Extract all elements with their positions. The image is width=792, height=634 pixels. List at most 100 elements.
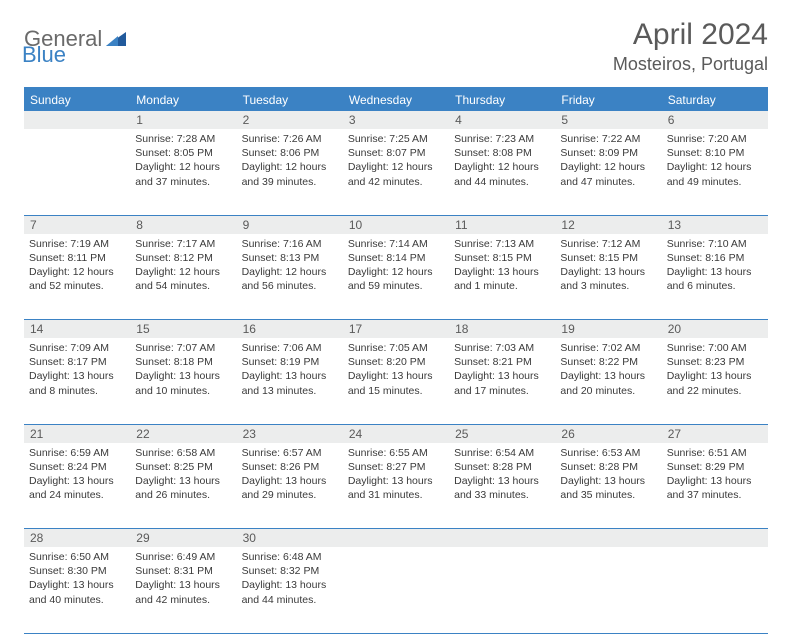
day-number-cell: [449, 529, 555, 548]
day-header: Saturday: [662, 88, 768, 111]
day-header: Sunday: [24, 88, 130, 111]
calendar-table: SundayMondayTuesdayWednesdayThursdayFrid…: [24, 87, 768, 634]
day-number-cell: 7: [24, 215, 130, 234]
day-header: Tuesday: [237, 88, 343, 111]
sunset-line: Sunset: 8:29 PM: [667, 460, 763, 474]
sunrise-line: Sunrise: 7:02 AM: [560, 341, 656, 355]
sunset-line: Sunset: 8:16 PM: [667, 251, 763, 265]
day-content-cell: Sunrise: 7:03 AMSunset: 8:21 PMDaylight:…: [449, 338, 555, 424]
daylight-line: Daylight: 13 hours and 29 minutes.: [242, 474, 338, 502]
day-content-row: Sunrise: 7:19 AMSunset: 8:11 PMDaylight:…: [24, 234, 768, 320]
day-number-cell: 5: [555, 111, 661, 129]
daylight-line: Daylight: 13 hours and 20 minutes.: [560, 369, 656, 397]
day-content-cell: Sunrise: 7:00 AMSunset: 8:23 PMDaylight:…: [662, 338, 768, 424]
day-number-cell: 18: [449, 320, 555, 339]
daylight-line: Daylight: 13 hours and 24 minutes.: [29, 474, 125, 502]
daylight-line: Daylight: 12 hours and 59 minutes.: [348, 265, 444, 293]
day-content-cell: Sunrise: 7:26 AMSunset: 8:06 PMDaylight:…: [237, 129, 343, 215]
day-content-cell: Sunrise: 7:12 AMSunset: 8:15 PMDaylight:…: [555, 234, 661, 320]
day-number-cell: 12: [555, 215, 661, 234]
day-number-cell: 8: [130, 215, 236, 234]
day-content-row: Sunrise: 6:50 AMSunset: 8:30 PMDaylight:…: [24, 547, 768, 633]
daylight-line: Daylight: 12 hours and 56 minutes.: [242, 265, 338, 293]
daylight-line: Daylight: 13 hours and 42 minutes.: [135, 578, 231, 606]
sunrise-line: Sunrise: 7:14 AM: [348, 237, 444, 251]
sunset-line: Sunset: 8:22 PM: [560, 355, 656, 369]
day-number-cell: 30: [237, 529, 343, 548]
day-number-cell: 25: [449, 424, 555, 443]
day-content-cell: Sunrise: 7:19 AMSunset: 8:11 PMDaylight:…: [24, 234, 130, 320]
day-number-cell: 29: [130, 529, 236, 548]
sunrise-line: Sunrise: 7:23 AM: [454, 132, 550, 146]
daylight-line: Daylight: 13 hours and 33 minutes.: [454, 474, 550, 502]
daylight-line: Daylight: 13 hours and 17 minutes.: [454, 369, 550, 397]
day-number-cell: 4: [449, 111, 555, 129]
day-number-cell: 15: [130, 320, 236, 339]
day-content-cell: Sunrise: 6:48 AMSunset: 8:32 PMDaylight:…: [237, 547, 343, 633]
daylight-line: Daylight: 13 hours and 40 minutes.: [29, 578, 125, 606]
sunrise-line: Sunrise: 6:49 AM: [135, 550, 231, 564]
day-content-cell: Sunrise: 6:58 AMSunset: 8:25 PMDaylight:…: [130, 443, 236, 529]
sunrise-line: Sunrise: 7:25 AM: [348, 132, 444, 146]
sunset-line: Sunset: 8:23 PM: [667, 355, 763, 369]
sunset-line: Sunset: 8:14 PM: [348, 251, 444, 265]
sunrise-line: Sunrise: 7:28 AM: [135, 132, 231, 146]
sunrise-line: Sunrise: 6:51 AM: [667, 446, 763, 460]
day-content-cell: Sunrise: 7:14 AMSunset: 8:14 PMDaylight:…: [343, 234, 449, 320]
calendar-body: 123456Sunrise: 7:28 AMSunset: 8:05 PMDay…: [24, 111, 768, 633]
day-header: Friday: [555, 88, 661, 111]
sunrise-line: Sunrise: 6:50 AM: [29, 550, 125, 564]
day-content-cell: Sunrise: 7:06 AMSunset: 8:19 PMDaylight:…: [237, 338, 343, 424]
sunset-line: Sunset: 8:15 PM: [454, 251, 550, 265]
sunrise-line: Sunrise: 7:05 AM: [348, 341, 444, 355]
day-number-cell: [343, 529, 449, 548]
day-number-cell: [555, 529, 661, 548]
day-number-cell: 26: [555, 424, 661, 443]
sunset-line: Sunset: 8:09 PM: [560, 146, 656, 160]
logo-word-2-wrap: Blue: [24, 42, 66, 68]
day-header: Thursday: [449, 88, 555, 111]
sunrise-line: Sunrise: 7:00 AM: [667, 341, 763, 355]
sunrise-line: Sunrise: 7:13 AM: [454, 237, 550, 251]
day-header-row: SundayMondayTuesdayWednesdayThursdayFrid…: [24, 88, 768, 111]
day-content-cell: Sunrise: 7:17 AMSunset: 8:12 PMDaylight:…: [130, 234, 236, 320]
day-number-cell: 16: [237, 320, 343, 339]
sunset-line: Sunset: 8:31 PM: [135, 564, 231, 578]
daylight-line: Daylight: 13 hours and 8 minutes.: [29, 369, 125, 397]
day-content-cell: Sunrise: 6:50 AMSunset: 8:30 PMDaylight:…: [24, 547, 130, 633]
day-number-cell: 24: [343, 424, 449, 443]
daylight-line: Daylight: 12 hours and 49 minutes.: [667, 160, 763, 188]
day-number-cell: 19: [555, 320, 661, 339]
sunset-line: Sunset: 8:12 PM: [135, 251, 231, 265]
sunset-line: Sunset: 8:17 PM: [29, 355, 125, 369]
sunrise-line: Sunrise: 7:17 AM: [135, 237, 231, 251]
daylight-line: Daylight: 12 hours and 52 minutes.: [29, 265, 125, 293]
header: General April 2024 Mosteiros, Portugal: [24, 18, 768, 75]
day-content-cell: [24, 129, 130, 215]
day-content-cell: Sunrise: 6:54 AMSunset: 8:28 PMDaylight:…: [449, 443, 555, 529]
day-number-row: 21222324252627: [24, 424, 768, 443]
sunrise-line: Sunrise: 6:48 AM: [242, 550, 338, 564]
daylight-line: Daylight: 13 hours and 26 minutes.: [135, 474, 231, 502]
sunset-line: Sunset: 8:13 PM: [242, 251, 338, 265]
sunset-line: Sunset: 8:24 PM: [29, 460, 125, 474]
daylight-line: Daylight: 13 hours and 10 minutes.: [135, 369, 231, 397]
sunset-line: Sunset: 8:30 PM: [29, 564, 125, 578]
daylight-line: Daylight: 13 hours and 1 minute.: [454, 265, 550, 293]
sunset-line: Sunset: 8:21 PM: [454, 355, 550, 369]
day-number-cell: 1: [130, 111, 236, 129]
sunrise-line: Sunrise: 6:58 AM: [135, 446, 231, 460]
day-number-cell: 23: [237, 424, 343, 443]
sunrise-line: Sunrise: 7:03 AM: [454, 341, 550, 355]
day-number-row: 78910111213: [24, 215, 768, 234]
day-content-cell: Sunrise: 7:23 AMSunset: 8:08 PMDaylight:…: [449, 129, 555, 215]
day-content-cell: Sunrise: 6:57 AMSunset: 8:26 PMDaylight:…: [237, 443, 343, 529]
sunset-line: Sunset: 8:05 PM: [135, 146, 231, 160]
day-number-cell: 10: [343, 215, 449, 234]
day-number-cell: 13: [662, 215, 768, 234]
day-number-cell: 11: [449, 215, 555, 234]
day-content-cell: Sunrise: 6:55 AMSunset: 8:27 PMDaylight:…: [343, 443, 449, 529]
sunset-line: Sunset: 8:26 PM: [242, 460, 338, 474]
daylight-line: Daylight: 12 hours and 37 minutes.: [135, 160, 231, 188]
day-content-cell: Sunrise: 7:16 AMSunset: 8:13 PMDaylight:…: [237, 234, 343, 320]
